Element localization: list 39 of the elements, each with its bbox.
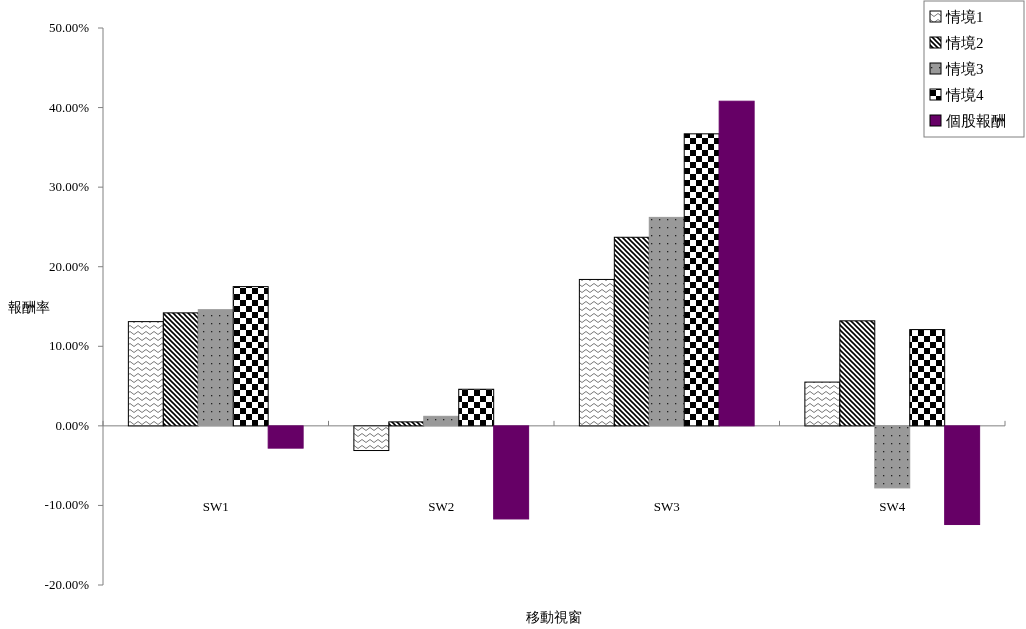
bar [578,278,615,427]
legend-label: 情境2 [945,35,984,51]
bar [493,425,530,520]
bar [162,312,199,427]
bar [388,421,425,427]
y-axis-title: 報酬率 [8,299,50,315]
bar [232,286,269,427]
y-tick-label: 50.00% [48,20,90,35]
x-tick-label: SW1 [202,498,229,514]
x-tick-label: SW3 [653,498,680,514]
bar [909,329,946,427]
bar [648,216,685,427]
y-tick-label: -10.00% [44,497,90,513]
legend-label: 個股報酬 [946,113,1006,129]
x-tick-label: SW2 [428,498,455,514]
bar [683,133,720,427]
bar [267,425,304,449]
legend-label: 情境3 [945,61,984,77]
bar [127,321,164,427]
bar [458,388,495,427]
bar [839,320,876,427]
bar [804,381,841,427]
bar [197,309,234,427]
bar [874,425,911,489]
bar [613,236,650,427]
x-axis-title: 移動視窗 [526,610,582,625]
bar [353,425,390,452]
y-tick-label: 0.00% [55,417,90,433]
y-tick-label: 40.00% [48,99,90,115]
y-tick-label: 20.00% [48,258,90,274]
bar [718,100,755,427]
x-tick-label: SW4 [879,498,906,514]
y-tick-label: 10.00% [48,338,90,354]
legend-label: 情境4 [945,87,984,103]
legend-label: 情境1 [945,9,984,25]
bar [423,415,460,427]
bar [944,425,981,526]
y-tick-label: 30.00% [48,179,90,195]
y-tick-label: -20.00% [44,577,90,592]
